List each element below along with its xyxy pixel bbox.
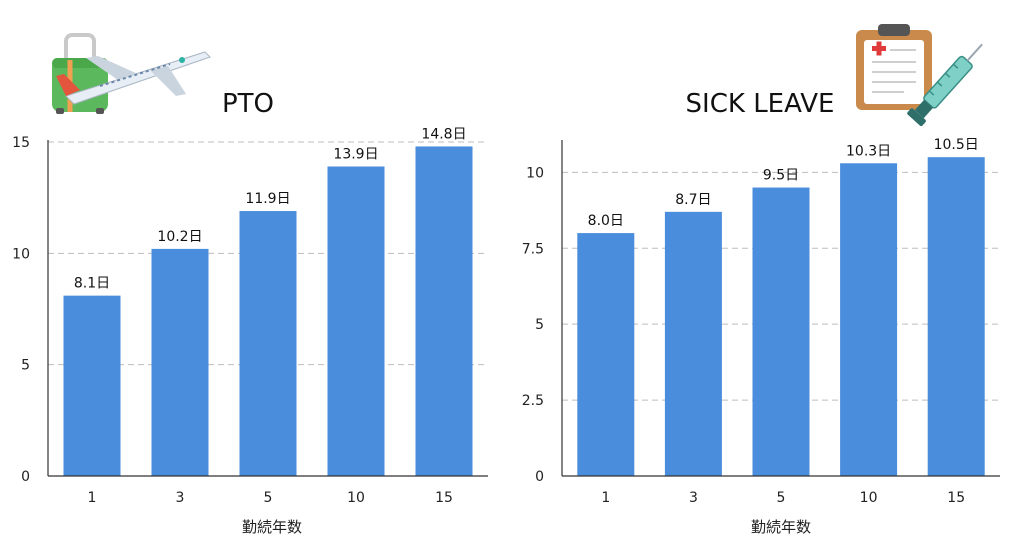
sick-leave-chart: 0 2.5 5 7.5 10 8.0日 1 8.7日 3 9.5日 5 10.3日 10 10.5日 15 — [522, 137, 1000, 506]
chart-title-sick-leave: SICK LEAVE — [686, 89, 835, 119]
y-tick-label: 15 — [12, 135, 30, 151]
x-axis-label-sick-leave: 勤続年数 — [751, 518, 811, 536]
y-tick-label: 5 — [21, 358, 30, 374]
bar — [63, 295, 121, 476]
bar — [577, 233, 635, 476]
bar — [151, 248, 209, 476]
bar — [840, 163, 898, 476]
x-tick-label: 15 — [435, 490, 453, 506]
y-tick-label: 10 — [12, 246, 30, 262]
data-label: 11.9日 — [245, 191, 290, 207]
data-label: 10.2日 — [157, 229, 202, 245]
y-tick-label: 0 — [21, 469, 30, 485]
x-tick-label: 5 — [777, 490, 786, 506]
y-tick-label: 0 — [535, 469, 544, 485]
y-tick-label: 5 — [535, 317, 544, 333]
x-tick-label: 15 — [947, 490, 965, 506]
data-label: 14.8日 — [421, 126, 466, 142]
x-tick-label: 3 — [176, 490, 185, 506]
bar — [752, 187, 810, 476]
x-tick-label: 10 — [347, 490, 365, 506]
x-tick-label: 5 — [264, 490, 273, 506]
x-tick-label: 1 — [88, 490, 97, 506]
chart-title-pto: PTO — [222, 89, 274, 119]
pto-chart: 0 5 10 15 8.1日 1 10.2日 3 11.9日 5 13.9日 10 14.8日 15 — [12, 126, 488, 506]
clipboard-syringe-icon — [856, 24, 983, 126]
y-tick-label: 7.5 — [522, 241, 544, 257]
data-label: 13.9日 — [333, 146, 378, 162]
bar — [927, 157, 985, 476]
bar — [415, 146, 473, 476]
bar — [327, 166, 385, 476]
bar — [239, 211, 297, 476]
data-label: 9.5日 — [763, 168, 799, 184]
data-label: 8.1日 — [74, 276, 110, 292]
luggage-airplane-icon — [52, 33, 211, 114]
x-tick-label: 10 — [860, 490, 878, 506]
x-axis-label-pto: 勤続年数 — [242, 518, 302, 536]
data-label: 8.0日 — [588, 213, 624, 229]
data-label: 10.3日 — [846, 143, 891, 159]
y-tick-label: 2.5 — [522, 393, 544, 409]
data-label: 8.7日 — [675, 192, 711, 208]
x-tick-label: 1 — [601, 490, 610, 506]
x-tick-label: 3 — [689, 490, 698, 506]
y-tick-label: 10 — [526, 165, 544, 181]
data-label: 10.5日 — [934, 137, 979, 153]
bar — [664, 211, 722, 476]
